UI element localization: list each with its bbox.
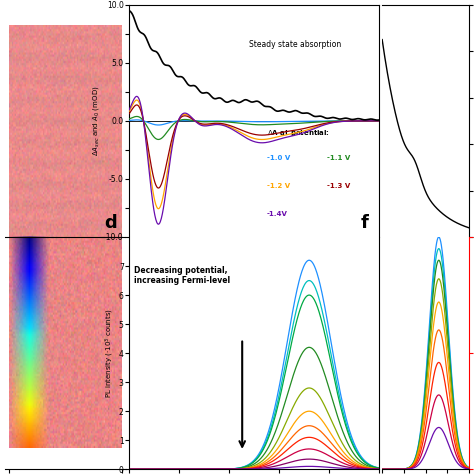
Text: -1.1 V: -1.1 V: [327, 155, 350, 161]
Text: $\Delta$A at potential:: $\Delta$A at potential:: [267, 128, 329, 138]
Text: 50: 50: [384, 246, 393, 255]
Text: f: f: [360, 214, 368, 232]
Y-axis label: PL intensity ($\cdot10^3$ counts): PL intensity ($\cdot10^3$ counts): [104, 308, 116, 398]
Text: d: d: [104, 214, 117, 232]
Text: Steady state absorption: Steady state absorption: [249, 40, 341, 48]
Text: -1.3 V: -1.3 V: [327, 183, 350, 189]
Y-axis label: $\Delta A_{sec}$ and $A_0$ (mOD): $\Delta A_{sec}$ and $A_0$ (mOD): [91, 86, 101, 156]
Text: Decreasing potential,
increasing Fermi-level: Decreasing potential, increasing Fermi-l…: [134, 266, 230, 285]
Text: -1.2 V: -1.2 V: [267, 183, 290, 189]
Text: -1.0 V: -1.0 V: [267, 155, 290, 161]
Text: -1.4V: -1.4V: [267, 211, 288, 217]
